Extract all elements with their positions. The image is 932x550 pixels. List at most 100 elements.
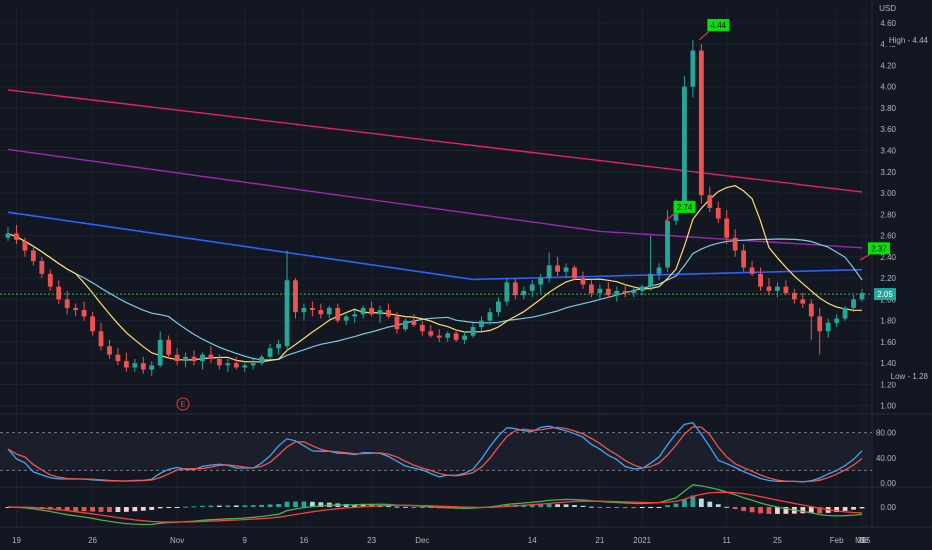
candle-body[interactable] — [149, 365, 155, 370]
candle-body[interactable] — [656, 267, 662, 274]
candle-body[interactable] — [14, 233, 19, 240]
candle-body[interactable] — [538, 278, 544, 285]
candle-body[interactable] — [580, 278, 586, 285]
candle-body[interactable] — [741, 250, 747, 268]
candle-body[interactable] — [394, 316, 400, 330]
candle-body[interactable] — [216, 358, 222, 366]
candle-body[interactable] — [445, 333, 451, 338]
candle-body[interactable] — [597, 288, 603, 294]
candle-body[interactable] — [166, 339, 172, 355]
candle-body[interactable] — [639, 286, 645, 291]
candle-body[interactable] — [825, 322, 831, 332]
candle-body[interactable] — [783, 286, 789, 294]
candle-body[interactable] — [208, 354, 214, 359]
candle-body[interactable] — [301, 307, 307, 313]
candle-body[interactable] — [453, 333, 459, 340]
candle-body[interactable] — [326, 307, 332, 315]
candle-body[interactable] — [605, 288, 611, 296]
candle-body[interactable] — [318, 310, 324, 315]
candle-body[interactable] — [403, 320, 408, 330]
candle-body[interactable] — [73, 307, 79, 311]
candle-body[interactable] — [512, 282, 518, 296]
candle-body[interactable] — [250, 363, 256, 366]
candle-body[interactable] — [5, 233, 11, 238]
candle-body[interactable] — [589, 284, 594, 294]
candle-body[interactable] — [123, 361, 129, 368]
candle-body[interactable] — [22, 240, 28, 251]
candle-body[interactable] — [800, 299, 806, 304]
candle-body[interactable] — [242, 365, 248, 368]
candle-body[interactable] — [115, 354, 121, 362]
candle-body[interactable] — [174, 354, 180, 362]
candle-body[interactable] — [808, 303, 814, 317]
candle-body[interactable] — [132, 363, 138, 368]
candle-body[interactable] — [631, 290, 637, 294]
candle-body[interactable] — [360, 307, 366, 315]
candle-body[interactable] — [842, 307, 848, 319]
candle-body[interactable] — [496, 301, 501, 313]
candle-body[interactable] — [436, 335, 442, 338]
candle-body[interactable] — [749, 267, 755, 274]
candle-body[interactable] — [859, 293, 865, 300]
candle-body[interactable] — [259, 356, 265, 364]
candle-body[interactable] — [529, 284, 535, 291]
candle-body[interactable] — [90, 316, 95, 332]
candle-body[interactable] — [572, 267, 577, 279]
candle-body[interactable] — [140, 363, 146, 370]
candle-body[interactable] — [343, 316, 349, 321]
candle-body[interactable] — [98, 331, 104, 347]
earnings-marker[interactable] — [176, 397, 190, 411]
candle-body[interactable] — [233, 363, 239, 368]
candle-body[interactable] — [64, 299, 70, 308]
candle-body[interactable] — [200, 354, 205, 362]
candle-body[interactable] — [30, 250, 36, 262]
candle-body[interactable] — [81, 310, 87, 317]
candle-body[interactable] — [284, 280, 290, 347]
candle-body[interactable] — [698, 50, 704, 196]
candle-body[interactable] — [791, 293, 797, 300]
candle-body[interactable] — [107, 346, 112, 355]
candle-body[interactable] — [411, 320, 417, 325]
candle-body[interactable] — [555, 265, 561, 272]
candle-body[interactable] — [707, 195, 713, 208]
candle-body[interactable] — [470, 327, 476, 336]
candle-body[interactable] — [462, 335, 467, 340]
candle-body[interactable] — [724, 218, 730, 238]
candle-body[interactable] — [817, 316, 823, 332]
candle-body[interactable] — [851, 299, 856, 308]
candle-body[interactable] — [335, 307, 341, 321]
candle-body[interactable] — [225, 363, 231, 366]
candle-body[interactable] — [487, 312, 493, 321]
candle-body[interactable] — [758, 273, 763, 287]
candle-body[interactable] — [377, 310, 383, 315]
candle-body[interactable] — [834, 318, 840, 323]
candle-body[interactable] — [183, 356, 188, 362]
candle-body[interactable] — [419, 324, 425, 332]
candle-body[interactable] — [622, 290, 628, 294]
candle-body[interactable] — [732, 237, 738, 251]
candle-body[interactable] — [766, 286, 772, 291]
candle-body[interactable] — [504, 282, 510, 302]
candle-body[interactable] — [267, 348, 273, 357]
candle-body[interactable] — [386, 310, 391, 317]
candle-body[interactable] — [157, 339, 163, 366]
candle-body[interactable] — [56, 286, 62, 300]
candle-body[interactable] — [614, 290, 620, 296]
candle-body[interactable] — [648, 273, 654, 287]
candle-body[interactable] — [293, 280, 298, 313]
candle-body[interactable] — [479, 320, 484, 328]
candle-body[interactable] — [39, 261, 45, 274]
candle-body[interactable] — [369, 307, 374, 315]
candle-body[interactable] — [690, 50, 696, 87]
candle-body[interactable] — [428, 331, 434, 336]
candle-body[interactable] — [352, 314, 358, 317]
candle-body[interactable] — [546, 265, 552, 279]
candle-body[interactable] — [191, 356, 197, 362]
candle-body[interactable] — [276, 344, 281, 349]
candle-body[interactable] — [665, 220, 670, 268]
candle-body[interactable] — [715, 207, 721, 219]
candle-body[interactable] — [563, 267, 569, 272]
candle-body[interactable] — [682, 86, 687, 204]
candle-body[interactable] — [309, 307, 315, 311]
